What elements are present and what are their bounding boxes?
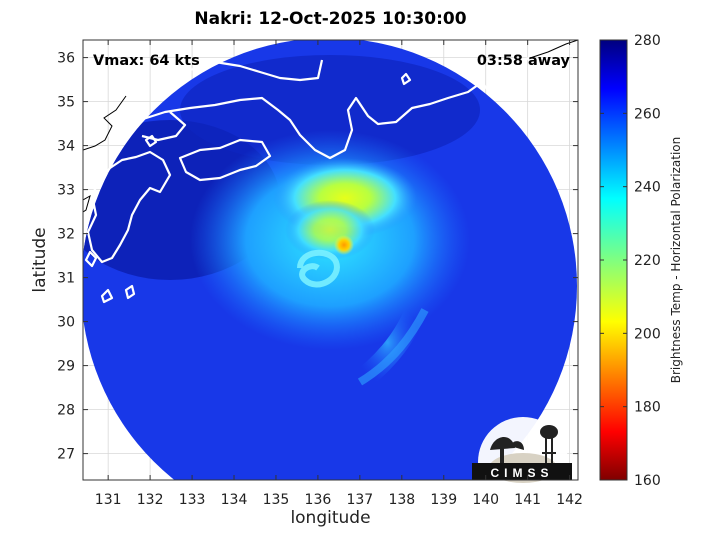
coastline-shikoku [178, 138, 272, 182]
colorbar-tick-label: 240 [634, 180, 661, 196]
y-tick-label: 36 [57, 51, 75, 67]
coastline-honshu [97, 56, 531, 160]
x-tick-label: 136 [305, 492, 332, 508]
y-tick-label: 29 [57, 359, 75, 375]
coastline-outside-swath [83, 40, 578, 213]
y-tick-label: 34 [57, 139, 75, 155]
x-tick-label: 141 [514, 492, 541, 508]
x-axis-label: longitude [290, 508, 371, 528]
colorbar-tick-label: 280 [634, 33, 661, 49]
x-tick-label: 138 [388, 492, 415, 508]
y-tick-label: 30 [57, 315, 75, 331]
colorbar-tick-label: 180 [634, 400, 661, 416]
x-tick-label: 137 [346, 492, 373, 508]
cimss-logo: CIMSS [472, 417, 572, 507]
coastline-kyushu [86, 150, 172, 264]
x-tick-label: 139 [430, 492, 457, 508]
coastline [84, 56, 531, 304]
y-tick-label: 31 [57, 271, 75, 287]
y-tick-label: 33 [57, 183, 75, 199]
y-tick-label: 35 [57, 95, 75, 111]
logo-text: CIMSS [490, 466, 553, 480]
y-axis-label: latitude [30, 227, 50, 293]
axes-frame [82, 39, 579, 481]
y-tick-label: 32 [57, 227, 75, 243]
page-title: Nakri: 12-Oct-2025 10:30:00 [194, 9, 467, 29]
colorbar-tick-label: 260 [634, 106, 661, 122]
colorbar-label: Brightness Temp - Horizontal Polarizatio… [669, 136, 683, 384]
logo-banner [472, 463, 572, 480]
y-tick-labels: 27 28 29 30 31 32 33 34 35 36 [57, 51, 75, 463]
x-tick-label: 133 [179, 492, 206, 508]
x-tick-label: 140 [472, 492, 499, 508]
eye-spiral [297, 250, 340, 288]
x-tick-label: 142 [556, 492, 583, 508]
x-tick-label: 131 [95, 492, 122, 508]
vmax-label: Vmax: 64 kts [93, 53, 200, 69]
x-tick-label: 134 [221, 492, 248, 508]
x-tick-labels: 131 132 133 134 135 136 137 138 139 140 141 142 [95, 492, 583, 508]
colorbar-tick-label: 200 [634, 326, 661, 342]
x-tick-label: 135 [263, 492, 290, 508]
colorbar-tick-label: 160 [634, 473, 661, 489]
y-tick-label: 28 [57, 403, 75, 419]
y-tick-label: 27 [57, 447, 75, 463]
colorbar-tick-label: 220 [634, 253, 661, 269]
colorbar [599, 39, 628, 481]
axis-ticks [83, 40, 578, 480]
colorbar-ticks: 280 260 240 220 200 180 160 [600, 33, 661, 489]
x-tick-label: 132 [137, 492, 164, 508]
coldest-core-spot [334, 235, 354, 255]
time-away-label: 03:58 away [476, 53, 570, 69]
